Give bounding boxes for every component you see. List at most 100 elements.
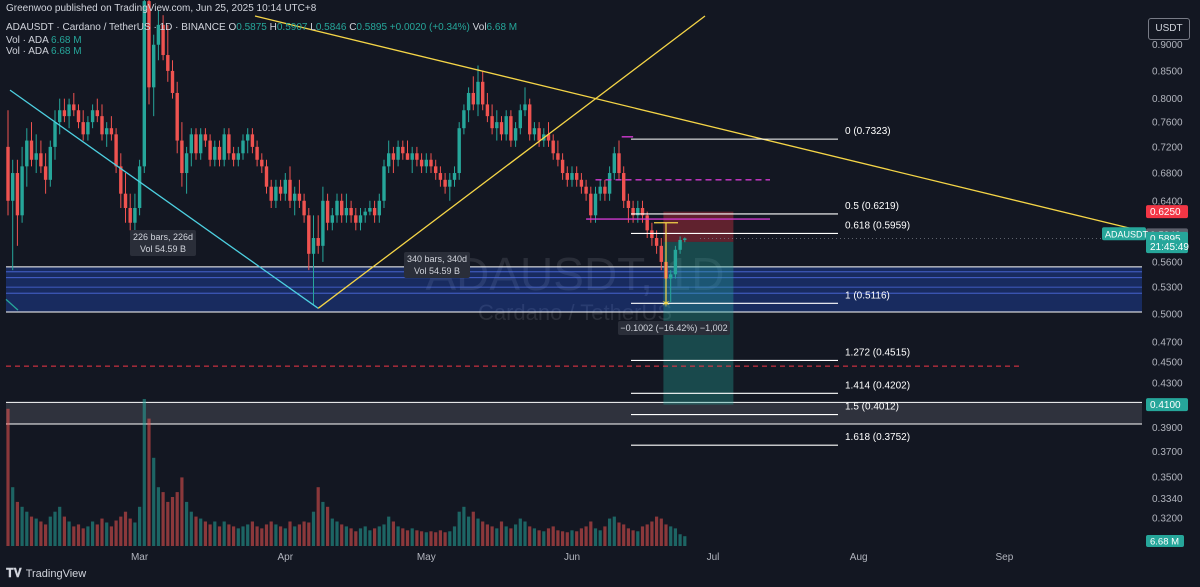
volume-bar — [655, 516, 659, 546]
volume-bar — [575, 531, 579, 546]
price-tick: 0.5000 — [1152, 309, 1183, 320]
fib-label: 1.414 (0.4202) — [845, 380, 910, 391]
volume-bar — [105, 522, 109, 546]
candle-body — [485, 104, 490, 117]
volume-bar — [330, 518, 334, 546]
candle-body — [170, 70, 175, 93]
candle-body — [349, 207, 353, 216]
candle-body — [560, 159, 565, 174]
time-axis: Mar Apr May Jun Jul Aug Sep — [131, 552, 1014, 563]
volume-bar — [91, 521, 95, 546]
volume-bar — [551, 526, 555, 546]
fib-label: 1 (0.5116) — [845, 290, 890, 301]
candle-body — [100, 116, 104, 135]
volume-bar — [29, 516, 34, 546]
volume-bar — [368, 530, 372, 546]
support-zone — [6, 266, 1142, 312]
candle-body — [311, 238, 316, 254]
volume-bar — [208, 524, 212, 546]
candle-body — [457, 128, 461, 174]
candle-body — [325, 200, 330, 223]
volume-legend-1[interactable]: Vol · ADA 6.68 M — [6, 35, 82, 46]
candle-body — [199, 134, 203, 154]
volume-bar — [217, 526, 222, 546]
measure-label-1-sub: Vol 54.59 B — [140, 244, 186, 254]
fib-label: 0.5 (0.6219) — [845, 201, 899, 212]
candle-body — [509, 116, 513, 141]
candle-body — [330, 215, 334, 223]
price-tick: 0.8000 — [1152, 94, 1183, 105]
time-tick: Sep — [996, 552, 1014, 563]
currency-button[interactable]: USDT — [1148, 18, 1190, 40]
volume-bar — [185, 501, 189, 546]
volume-bar — [232, 526, 236, 546]
vol-value: 6.68 M — [486, 22, 518, 33]
volume-bar — [462, 506, 466, 546]
fib-label: 0 (0.7323) — [845, 126, 891, 137]
candle-body — [471, 92, 475, 105]
volume-bar — [288, 521, 292, 546]
candle-body — [462, 110, 466, 129]
volume-bar — [382, 524, 386, 546]
time-tick: Jun — [564, 552, 580, 563]
candle-body — [504, 116, 508, 135]
volume-bar — [156, 487, 160, 546]
price-tick: 0.3340 — [1152, 494, 1183, 505]
volume-bar — [344, 526, 348, 546]
volume-bar — [264, 524, 269, 546]
candle-body — [184, 153, 189, 174]
change-value: +0.0020 (+0.34%) — [389, 22, 470, 33]
yellow-descending-line — [254, 15, 1143, 232]
volume-bar — [438, 530, 442, 546]
volume-bar — [166, 501, 170, 546]
candle-body — [532, 128, 537, 135]
symbol-tag: ADAUSDT — [1105, 229, 1149, 239]
price-tag: 0.5895 — [1150, 234, 1181, 245]
volume-bar — [570, 530, 574, 546]
volume-bar — [481, 521, 485, 546]
candle-body — [86, 122, 90, 135]
volume-bar — [579, 528, 583, 546]
candle-body — [363, 211, 367, 216]
candle-body — [354, 215, 358, 223]
volume-bar — [326, 506, 330, 546]
price-axis-bg — [1142, 0, 1200, 587]
symbol-name[interactable]: ADAUSDT · Cardano / TetherUS · 1D · BINA… — [6, 22, 226, 33]
green-stub-line — [5, 298, 19, 311]
volume-legend-2[interactable]: Vol · ADA 6.68 M — [6, 46, 82, 57]
price-tick: 0.3200 — [1152, 514, 1183, 525]
volume-bar — [467, 516, 471, 546]
candle-body — [546, 134, 551, 141]
candle-body — [443, 179, 447, 187]
price-tick: 0.4500 — [1152, 357, 1183, 368]
volume-bar — [246, 524, 250, 546]
volume-bar — [514, 524, 518, 546]
l-value: 0.5846 — [315, 22, 347, 33]
volume-bar — [255, 526, 259, 546]
candle-body — [15, 173, 20, 216]
candle-body — [495, 122, 499, 129]
candle-body — [264, 166, 269, 187]
candle-body — [448, 179, 452, 187]
volume-bar — [523, 521, 527, 546]
measure-label-3-box — [618, 321, 730, 335]
candle-body — [288, 179, 292, 201]
candle-body — [607, 173, 612, 194]
volume-bar — [495, 528, 499, 546]
volume-bar — [128, 518, 132, 546]
candle-body — [678, 239, 682, 250]
candle-body — [579, 179, 584, 187]
watermark-name: Cardano / TetherUS — [478, 300, 672, 325]
candle-body — [523, 104, 527, 111]
price-tick: 0.9000 — [1152, 40, 1183, 51]
vol2-value: 6.68 M — [51, 46, 82, 57]
volume-bar — [650, 521, 654, 546]
price-tick: 0.6400 — [1152, 196, 1183, 207]
logo-text: TradingView — [25, 567, 87, 580]
volume-bar — [363, 526, 367, 546]
measure-label-1-text: 226 bars, 226d — [133, 232, 193, 242]
candle-body — [114, 134, 118, 167]
volume-bar — [443, 532, 447, 546]
candle-body — [368, 207, 372, 212]
